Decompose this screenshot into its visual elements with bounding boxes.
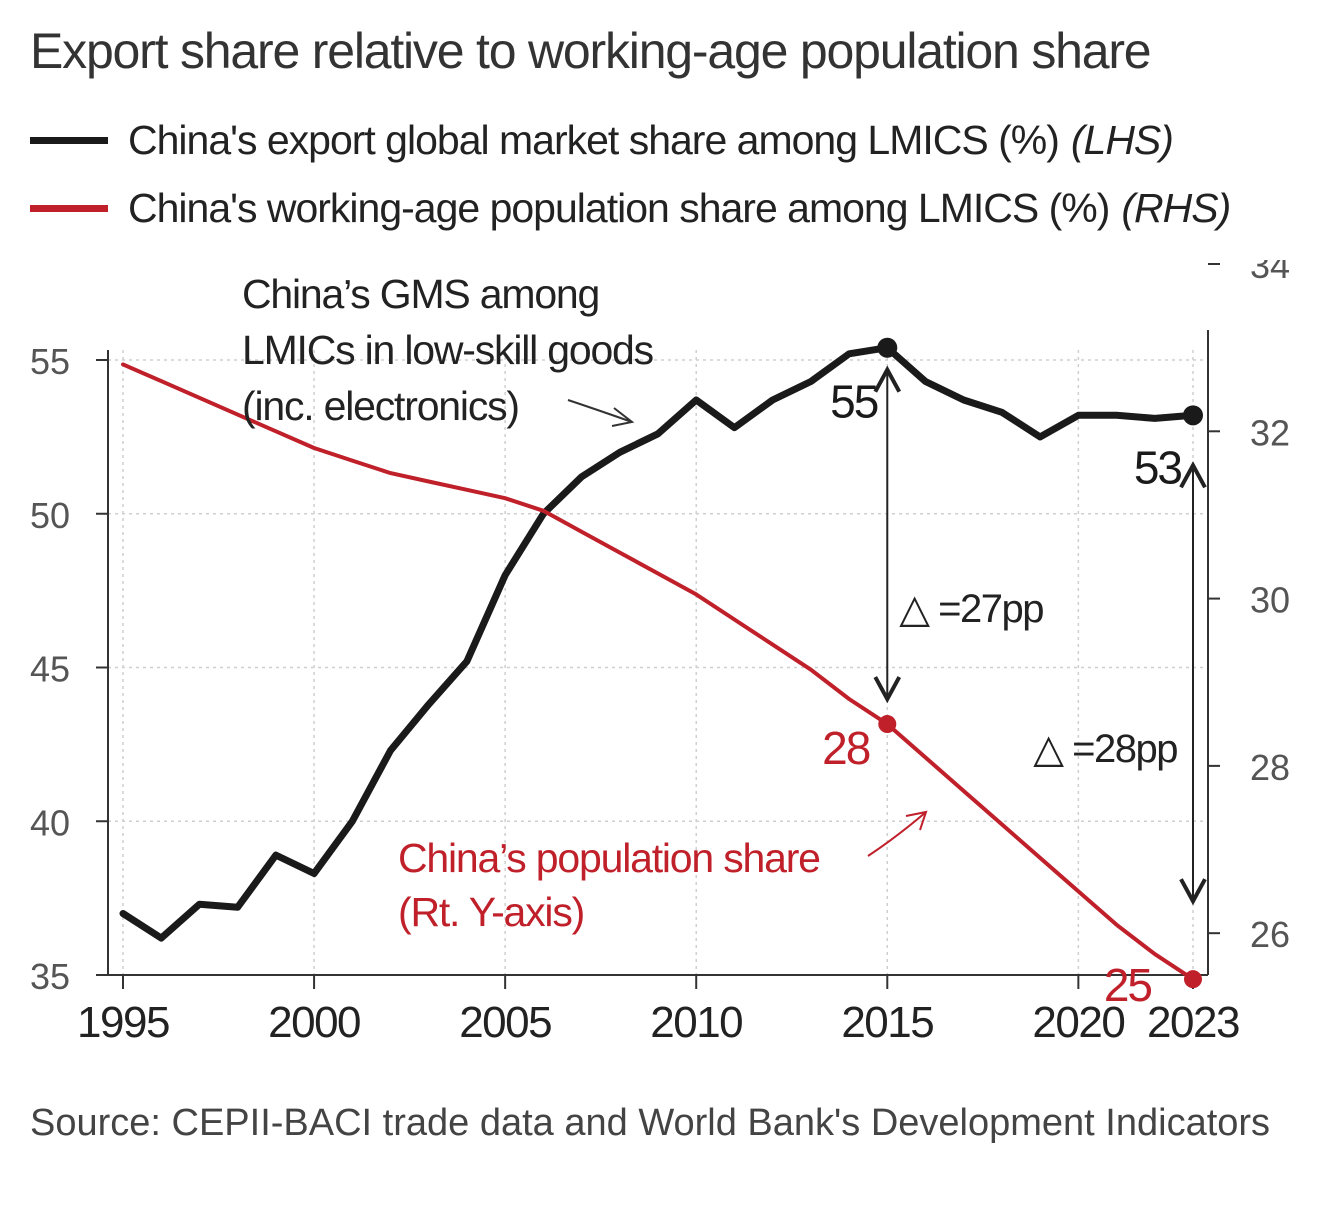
- series-line-export-share: [119, 344, 1197, 942]
- left-tick-label-35: 35: [30, 956, 70, 997]
- note-gms-pointer: [567, 399, 633, 423]
- legend-side-export: (LHS): [1070, 116, 1174, 163]
- gap-arrow-2015-head-up: [873, 365, 902, 393]
- left-tick-label-50: 50: [30, 495, 70, 536]
- note-population-line-1: China’s population share: [398, 835, 820, 881]
- legend-item-population: China's working-age population share amo…: [30, 178, 1231, 238]
- source-note: Source: CEPII-BACI trade data and World …: [30, 1102, 1271, 1144]
- annotations: 55 53 28 25 △ =27pp △ =28pp China’s GMS among L…: [242, 271, 1207, 1011]
- gap-arrow-2023-head-up: [1179, 461, 1207, 489]
- x-tick-label-2000: 2000: [268, 998, 360, 1047]
- note-gms-pointer-head: [611, 407, 635, 427]
- marker-export-2023: [1183, 405, 1203, 426]
- note-population-pointer-head: [905, 810, 928, 831]
- right-tick-label-34: 34: [1250, 260, 1290, 286]
- label-population-2023: 25: [1104, 959, 1152, 1011]
- label-population-2015: 28: [822, 722, 870, 774]
- x-tick-label-2015: 2015: [841, 998, 933, 1047]
- legend-swatch-export: [30, 136, 108, 144]
- left-tick-label-40: 40: [30, 802, 70, 843]
- gap-arrow-2023-head-down: [1179, 878, 1207, 906]
- right-tick-label-32: 32: [1250, 412, 1290, 453]
- line-chart: 1995 2000 2005 2010 2015 2020 2023 5550454035 …: [30, 260, 1290, 1047]
- marker-population-2015: [878, 715, 897, 734]
- x-tick-label-2010: 2010: [650, 998, 742, 1047]
- note-population-pointer: [867, 811, 927, 857]
- left-tick-label-55: 55: [30, 341, 70, 382]
- x-tick-label-2020: 2020: [1032, 998, 1124, 1047]
- right-axis-ticks: 34 32 30 28 26: [1208, 260, 1290, 955]
- x-tick-label-1995: 1995: [77, 998, 169, 1047]
- gap-arrow-2015-head-down: [873, 676, 902, 704]
- left-axis-ticks: 55 50 45 40 35: [30, 341, 108, 997]
- note-population-line-2: (Rt. Y-axis): [398, 889, 584, 935]
- series-lines: [119, 344, 1197, 982]
- x-tick-label-2005: 2005: [459, 998, 551, 1047]
- right-tick-label-30: 30: [1250, 580, 1290, 621]
- marker-population-2023: [1184, 970, 1202, 989]
- left-tick-label-45: 45: [30, 649, 70, 690]
- note-gms-line-3: (inc. electronics): [242, 383, 519, 429]
- legend-label-population: China's working-age population share amo…: [128, 184, 1110, 231]
- chart-subtitle: Export share relative to working-age pop…: [30, 23, 1152, 79]
- label-export-2023: 53: [1134, 441, 1182, 493]
- axes: [107, 330, 1209, 976]
- gridlines: [108, 350, 1208, 976]
- x-axis-ticks: 1995 2000 2005 2010 2015 2020 2023: [77, 975, 1240, 1047]
- x-tick-label-2023: 2023: [1147, 998, 1239, 1047]
- legend-label-export: China's export global market share among…: [128, 116, 1060, 163]
- note-gms-line-2: LMICs in low-skill goods: [242, 327, 654, 373]
- label-export-2015: 55: [830, 376, 878, 428]
- right-tick-label-26: 26: [1250, 914, 1290, 955]
- label-gap-2015: △ =27pp: [899, 587, 1043, 631]
- series-line-population-share: [121, 362, 1195, 982]
- legend-swatch-population: [30, 204, 108, 212]
- legend-item-export: China's export global market share among…: [30, 110, 1174, 170]
- marker-export-2015: [877, 337, 898, 358]
- right-tick-label-28: 28: [1250, 747, 1290, 788]
- legend-side-population: (RHS): [1121, 184, 1231, 231]
- label-gap-2023: △ =28pp: [1033, 727, 1177, 771]
- note-gms-line-1: China’s GMS among: [242, 271, 599, 317]
